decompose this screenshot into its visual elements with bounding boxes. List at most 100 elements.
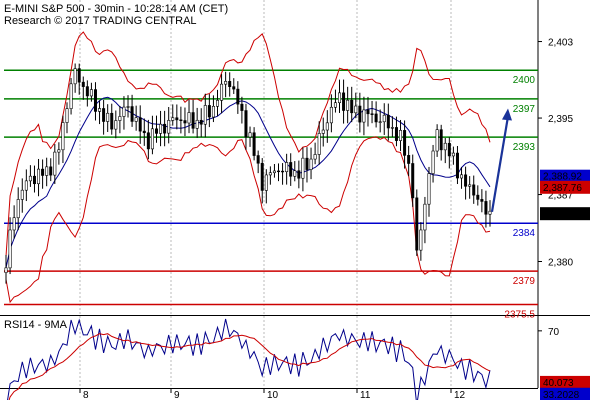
candle-body (480, 199, 484, 202)
y-tick-label: 2,395 (548, 114, 573, 125)
price-tag-box (540, 207, 590, 221)
price-tag-label: 2,388.92 (543, 172, 582, 183)
level-label: 2397 (513, 104, 536, 115)
candle-body (24, 180, 28, 191)
candle-body (191, 112, 195, 129)
candle-body (313, 154, 317, 160)
candle-body (285, 162, 289, 173)
candle-body (346, 99, 350, 111)
price-tag-label: 40.073 (543, 378, 574, 389)
candle-body (468, 184, 472, 187)
candle-body (293, 170, 297, 177)
candle-body (220, 83, 224, 101)
candle-body (65, 108, 69, 123)
candle-body (447, 142, 451, 157)
candle-body (118, 116, 122, 121)
candle-body (439, 129, 443, 151)
candle-body (150, 128, 154, 150)
candle-body (102, 108, 106, 122)
candle-body (85, 86, 89, 97)
rsi-lines (7, 318, 491, 400)
candle-body (130, 106, 134, 122)
candle-body (342, 92, 346, 111)
candle-body (134, 117, 138, 122)
candle-body (195, 119, 199, 129)
candle-body (20, 189, 24, 200)
candle-body (443, 142, 447, 151)
candle-body (382, 114, 386, 123)
candle-body (423, 203, 427, 231)
candle-body (106, 112, 110, 122)
candle-body (232, 86, 236, 90)
candle-body (138, 117, 142, 132)
candle-body (488, 210, 492, 215)
candle-body (61, 122, 65, 151)
candle-body (272, 170, 276, 174)
candle-body (460, 174, 464, 179)
candle-body (321, 129, 325, 134)
candle-body (69, 83, 73, 109)
rsi-ma-line (8, 333, 491, 400)
candle-body (305, 157, 309, 170)
candle-body (146, 132, 150, 150)
x-tick-label: 9 (174, 390, 180, 400)
key-levels: 2400 2397 2393 2384 2379 2375.5 (4, 69, 538, 321)
candle-body (16, 199, 20, 219)
candle-body (419, 229, 423, 251)
candle-body (49, 166, 53, 176)
candle-body (167, 120, 171, 134)
candle-body (451, 152, 455, 157)
candle-body (427, 173, 431, 205)
level-label: 2384 (513, 228, 536, 239)
candle-body (390, 127, 394, 129)
candle-body (256, 155, 260, 164)
price-tag-label: 33.2028 (543, 390, 580, 400)
candle-body (53, 151, 57, 176)
candle-body (399, 130, 403, 141)
candle-body (215, 100, 219, 107)
candle-body (476, 194, 480, 200)
candle-body (252, 132, 256, 156)
price-tag-label: 2,385 (543, 209, 568, 220)
bollinger-lower (5, 136, 491, 304)
candle-body (484, 201, 488, 215)
level-label: 2379 (513, 276, 536, 287)
candle-body (37, 168, 41, 185)
candle-body (154, 128, 158, 134)
price-candles (4, 63, 492, 284)
candle-body (175, 117, 179, 121)
candle-body (366, 109, 370, 115)
candle-body (81, 81, 85, 87)
candle-body (350, 99, 354, 114)
candle-body (41, 168, 45, 176)
candle-body (163, 123, 167, 134)
rsi-panel: RSI14 - 9MA (4, 318, 491, 400)
time-axis: 8 9 10 11 12 (79, 388, 466, 400)
candle-body (122, 106, 126, 117)
candle-body (207, 105, 211, 118)
candle-body (57, 149, 61, 153)
candle-body (260, 162, 264, 191)
y-tick-label: 2,380 (548, 258, 573, 269)
candle-body (374, 113, 378, 123)
rsi-line (7, 318, 491, 400)
candle-body (289, 162, 293, 177)
candle-body (244, 110, 248, 138)
candle-body (8, 229, 12, 269)
candle-body (114, 120, 118, 130)
candle-body (394, 127, 398, 141)
candle-body (338, 92, 342, 104)
candle-body (203, 105, 207, 125)
candle-body (407, 155, 411, 164)
candle-body (236, 88, 240, 105)
candle-body (362, 109, 366, 123)
candle-body (179, 119, 183, 121)
arrow-head (502, 108, 512, 121)
copyright-line: Research © 2017 TRADING CENTRAL (4, 15, 197, 27)
candle-body (171, 117, 175, 121)
candle-body (77, 68, 81, 83)
candle-body (159, 123, 163, 134)
candle-body (435, 129, 439, 152)
rsi-tick-label: 70 (548, 327, 560, 338)
